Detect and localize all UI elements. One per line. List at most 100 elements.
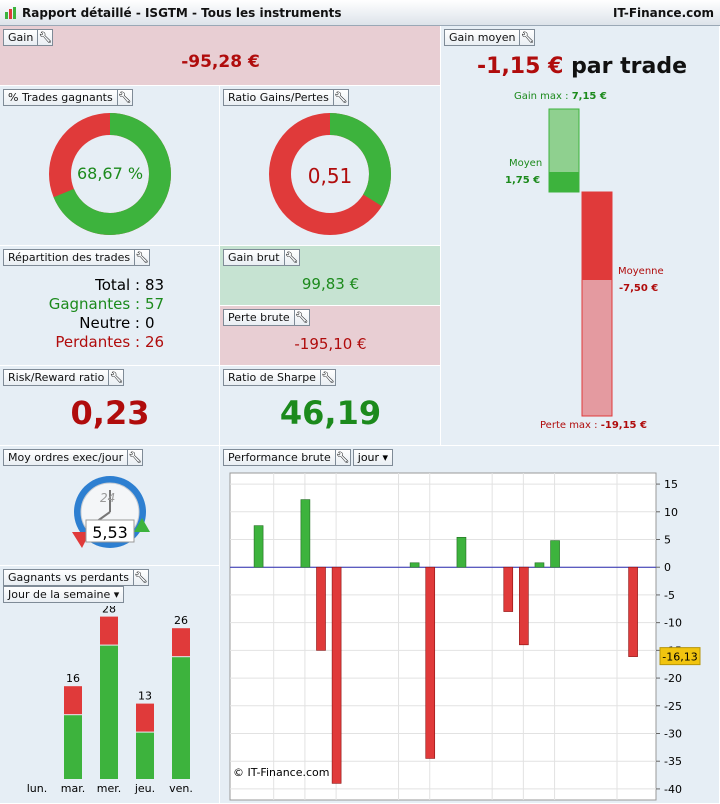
y-tick-label: -10	[664, 617, 682, 630]
y-tick-label: -30	[664, 727, 682, 740]
performance-bar	[300, 499, 311, 568]
gagnantes-label: Gagnantes :	[48, 295, 140, 313]
total-label: 26	[174, 614, 188, 627]
sharpe-value: 46,19	[279, 394, 382, 432]
repartition-panel: Répartition des trades 🔧︎ Total : 83 Gagna…	[0, 246, 220, 366]
sharpe-label: Ratio de Sharpe	[223, 369, 321, 386]
perte-brute-panel: Perte brute 🔧︎ -195,10 €	[220, 306, 441, 366]
performance-chart: 070911151721232529151050-5-10-15-20-25-3…	[229, 472, 701, 801]
performance-label: Performance brute	[223, 449, 336, 466]
chevron-down-icon: ▾	[382, 451, 389, 464]
y-tick-label: -25	[664, 700, 682, 713]
perdantes-value: 26	[145, 333, 165, 351]
gagnants-vs-perdants-label: Gagnants vs perdants	[3, 569, 135, 586]
perdants-bar	[172, 628, 190, 657]
wrench-icon[interactable]: 🔧︎	[520, 29, 536, 46]
weekday-label: jeu.	[134, 782, 155, 795]
wrench-icon[interactable]: 🔧︎	[335, 449, 351, 466]
gagnants-bar	[100, 645, 118, 779]
total-label: Total :	[95, 276, 140, 294]
gain-brut-label: Gain brut	[223, 249, 285, 266]
perte-moyenne-bar	[582, 192, 612, 280]
ratio-gp-label: Ratio Gains/Pertes	[223, 89, 334, 106]
gain-value: -95,28 €	[181, 52, 260, 72]
chart-app-icon	[5, 7, 16, 19]
gain-panel: Gain 🔧︎ -95,28 €	[0, 26, 441, 86]
gagnants-bar	[172, 657, 190, 779]
wrench-icon[interactable]: 🔧︎	[135, 249, 151, 266]
perte-brute-label: Perte brute	[223, 309, 295, 326]
total-label: 16	[66, 672, 80, 685]
gain-max-label: Gain max :	[514, 91, 569, 102]
moy-ordres-label: Moy ordres exec/jour	[3, 449, 129, 466]
y-tick-label: -20	[664, 672, 682, 685]
plot-area	[229, 472, 657, 801]
risk-reward-panel: Risk/Reward ratio 🔧︎ 0,23	[0, 366, 220, 446]
total-label: 13	[138, 690, 152, 703]
gain-moyen-suffix: par trade	[571, 54, 688, 79]
wrench-icon[interactable]: 🔧︎	[284, 249, 300, 266]
moyenne-text: Moyenne	[618, 266, 664, 277]
gagnants-vs-perdants-chart: lun. 16 mar. 28 mer. 13 jeu. 26 ven.	[27, 606, 193, 795]
clock-icon	[72, 476, 150, 548]
last-value-marker	[659, 647, 701, 666]
moy-ordres-panel: Moy ordres exec/jour 🔧︎ 24 5,53	[0, 446, 220, 566]
period-dropdown-label: jour	[357, 451, 380, 464]
perte-max-text: Perte max : -19,15 €	[540, 420, 647, 431]
copyright: © IT-Finance.com	[233, 766, 330, 779]
jour-semaine-dropdown[interactable]: Jour de la semaine ▾	[3, 586, 125, 603]
moyenne-value: -7,50 €	[619, 283, 659, 294]
sharpe-panel: Ratio de Sharpe 🔧︎ 46,19	[220, 366, 441, 446]
ratio-gp-donut	[269, 113, 391, 235]
moyen-value: 1,75 €	[505, 175, 541, 186]
trades-gagnants-donut	[49, 113, 171, 235]
brand-name: IT-Finance.com	[612, 6, 714, 20]
wrench-icon[interactable]: 🔧︎	[117, 89, 133, 106]
performance-bar	[409, 562, 420, 568]
neutre-label: Neutre :	[79, 314, 140, 332]
perdants-bar	[136, 703, 154, 732]
risk-reward-value: 0,23	[70, 394, 150, 432]
total-value: 83	[145, 276, 165, 294]
wrench-icon[interactable]: 🔧︎	[333, 89, 349, 106]
window-title: Rapport détaillé - ISGTM - Tous les inst…	[22, 6, 342, 20]
y-tick-label: 0	[664, 561, 671, 574]
perdants-bar	[64, 686, 82, 715]
weekday-label: mer.	[97, 782, 122, 795]
performance-bar	[534, 562, 545, 568]
wrench-icon[interactable]: 🔧︎	[294, 309, 310, 326]
perte-max-label: Perte max :	[540, 420, 598, 431]
moyen-text: Moyen	[509, 158, 542, 169]
total-label: 28	[102, 606, 116, 616]
neutre-value: 0	[145, 314, 155, 332]
weekday-label: lun.	[27, 782, 48, 795]
y-tick-label: -35	[664, 755, 682, 768]
gain-moyen-bar	[549, 172, 579, 192]
weekday-label: mar.	[61, 782, 85, 795]
performance-bar	[253, 525, 264, 568]
clock-number: 24	[100, 491, 116, 505]
repartition-stats: Total : 83 Gagnantes : 57 Neutre : 0 Perdan…	[10, 276, 210, 352]
y-tick-label: 15	[664, 478, 678, 491]
gagnantes-value: 57	[145, 295, 165, 313]
y-tick-label: 5	[664, 534, 671, 547]
gagnants-bar	[64, 715, 82, 779]
perdantes-label: Perdantes :	[55, 333, 140, 351]
wrench-icon[interactable]: 🔧︎	[134, 569, 150, 586]
performance-bar	[331, 566, 342, 784]
wrench-icon[interactable]: 🔧︎	[128, 449, 144, 466]
period-dropdown[interactable]: jour ▾	[352, 449, 394, 466]
weekday-label: ven.	[169, 782, 193, 795]
performance-bar	[519, 566, 529, 646]
moyenne-label: Moyenne	[618, 266, 664, 277]
performance-bar	[550, 540, 560, 568]
wrench-icon[interactable]: 🔧︎	[320, 369, 336, 386]
gain-moyen-label: Gain moyen	[444, 29, 521, 46]
risk-reward-label: Risk/Reward ratio	[3, 369, 110, 386]
wrench-icon[interactable]: 🔧︎	[109, 369, 125, 386]
moyen-label: Moyen	[509, 158, 543, 169]
y-tick-label: -5	[664, 589, 675, 602]
wrench-icon[interactable]: 🔧︎	[38, 29, 54, 46]
performance-bar	[316, 566, 326, 651]
performance-bar	[425, 566, 436, 759]
